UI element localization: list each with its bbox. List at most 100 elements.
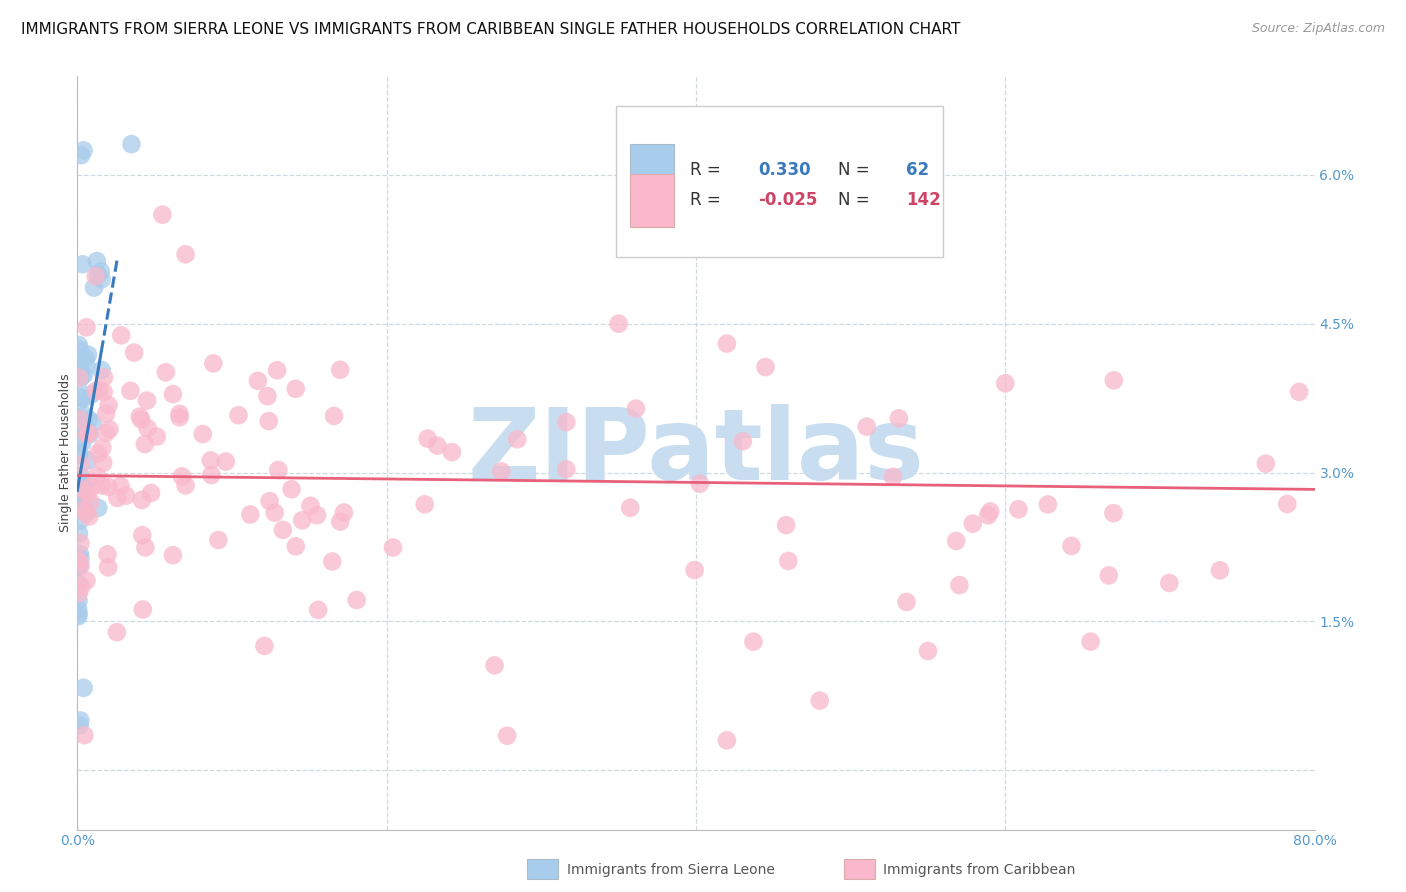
Point bbox=[69, 514, 91, 528]
Point bbox=[131, 492, 153, 507]
Point bbox=[79, 427, 101, 442]
Point bbox=[72, 476, 94, 491]
Point bbox=[70, 482, 93, 496]
Point bbox=[70, 491, 93, 505]
Point bbox=[90, 478, 112, 492]
Point bbox=[69, 714, 91, 728]
Text: N =: N = bbox=[838, 161, 875, 179]
Point bbox=[77, 412, 100, 426]
Point bbox=[155, 365, 177, 379]
Point bbox=[305, 508, 328, 523]
Point bbox=[945, 534, 967, 549]
Point bbox=[731, 434, 754, 449]
Point bbox=[263, 506, 285, 520]
Point bbox=[215, 454, 238, 468]
Point bbox=[70, 148, 93, 162]
Point bbox=[689, 476, 711, 491]
Point bbox=[86, 254, 108, 268]
Point bbox=[1209, 563, 1232, 577]
Point bbox=[115, 489, 138, 503]
Text: 0.330: 0.330 bbox=[758, 161, 810, 179]
Point bbox=[121, 137, 143, 152]
Point bbox=[69, 551, 91, 566]
Point bbox=[977, 508, 1000, 523]
Point bbox=[619, 500, 641, 515]
Point bbox=[266, 363, 288, 377]
Point bbox=[67, 370, 90, 384]
Point bbox=[329, 515, 352, 529]
Point bbox=[67, 609, 90, 624]
Point bbox=[1060, 539, 1083, 553]
Point bbox=[506, 432, 529, 446]
Point bbox=[170, 469, 193, 483]
Point bbox=[67, 448, 90, 462]
Point bbox=[307, 603, 329, 617]
Point bbox=[1036, 498, 1059, 512]
Point bbox=[139, 486, 162, 500]
Point bbox=[134, 437, 156, 451]
Text: R =: R = bbox=[690, 191, 725, 210]
Point bbox=[105, 625, 128, 640]
Point bbox=[67, 431, 90, 445]
Text: N =: N = bbox=[838, 191, 875, 210]
Point bbox=[257, 414, 280, 428]
Point bbox=[70, 458, 93, 472]
Point bbox=[742, 634, 765, 648]
Point bbox=[67, 526, 90, 541]
Point bbox=[426, 439, 449, 453]
Point bbox=[329, 363, 352, 377]
Point bbox=[1254, 457, 1277, 471]
Point bbox=[75, 351, 97, 366]
Point bbox=[73, 728, 96, 742]
Point bbox=[67, 338, 90, 352]
Point bbox=[76, 453, 98, 467]
Point bbox=[948, 578, 970, 592]
Point bbox=[73, 478, 96, 492]
Point bbox=[73, 681, 96, 695]
Point bbox=[882, 470, 904, 484]
Point bbox=[259, 494, 281, 508]
Point bbox=[80, 480, 103, 494]
FancyBboxPatch shape bbox=[616, 106, 943, 257]
Point bbox=[87, 446, 110, 460]
Point bbox=[67, 558, 90, 573]
Point bbox=[200, 468, 222, 483]
Point bbox=[253, 639, 276, 653]
Point bbox=[808, 693, 831, 707]
Point bbox=[624, 401, 647, 416]
Point bbox=[69, 482, 91, 496]
Point bbox=[1102, 373, 1125, 387]
Point bbox=[202, 356, 225, 370]
Point bbox=[75, 504, 97, 518]
Point bbox=[239, 508, 262, 522]
Point bbox=[67, 586, 90, 600]
Point bbox=[96, 548, 118, 562]
Point bbox=[69, 343, 91, 357]
Point bbox=[77, 348, 100, 362]
Point bbox=[169, 407, 191, 421]
Point bbox=[91, 441, 114, 455]
Point bbox=[105, 491, 128, 505]
Point bbox=[110, 328, 132, 343]
Y-axis label: Single Father Households: Single Father Households bbox=[59, 374, 72, 532]
Point bbox=[887, 411, 910, 425]
Point bbox=[440, 445, 463, 459]
Point bbox=[131, 528, 153, 542]
Point bbox=[90, 272, 112, 286]
Point bbox=[94, 407, 117, 421]
Point bbox=[174, 478, 197, 492]
Point bbox=[72, 144, 94, 158]
Point bbox=[1098, 568, 1121, 582]
Point bbox=[76, 486, 98, 500]
Point bbox=[83, 280, 105, 294]
Point bbox=[145, 429, 167, 443]
Point bbox=[69, 718, 91, 732]
Point bbox=[555, 415, 578, 429]
Point bbox=[82, 416, 104, 430]
Point bbox=[994, 376, 1017, 391]
Point bbox=[67, 594, 90, 608]
Point bbox=[267, 463, 290, 477]
FancyBboxPatch shape bbox=[630, 174, 673, 227]
Point bbox=[97, 560, 120, 574]
Point bbox=[775, 518, 797, 533]
